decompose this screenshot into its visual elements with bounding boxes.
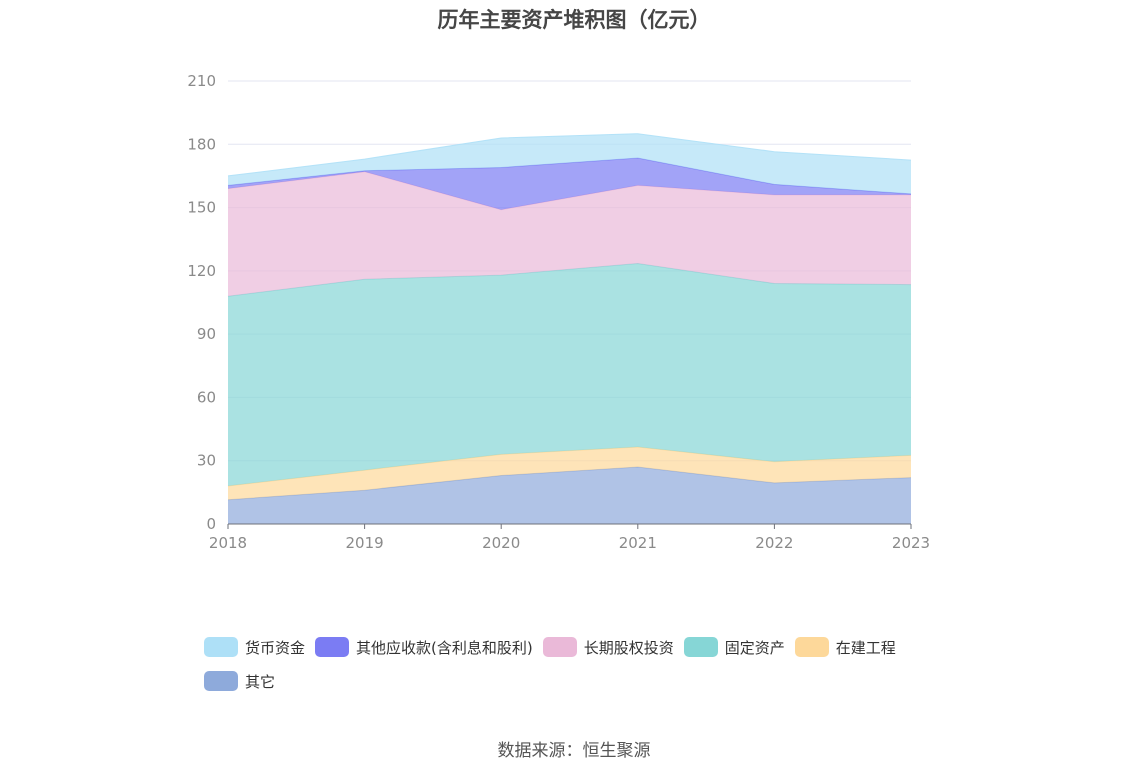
legend-swatch [794, 637, 829, 657]
legend-item[interactable]: 其他应收款(含利息和股利) [315, 636, 533, 658]
y-tick-label: 180 [187, 135, 216, 153]
y-tick-label: 150 [187, 199, 216, 217]
legend-item[interactable]: 其它 [204, 670, 275, 692]
legend-label: 在建工程 [835, 638, 896, 657]
legend-label: 其他应收款(含利息和股利) [356, 638, 533, 657]
area-series-edge-1 [227, 446, 912, 487]
stacked-area-chart: 0 30 60 90 120 150 180 210 2018 2019 2020 2021 2022 2… [187, 72, 930, 552]
y-tick-label: 120 [187, 262, 216, 280]
legend-item[interactable]: 货币资金 [204, 636, 305, 658]
x-tick-label: 2019 [346, 534, 384, 552]
area-series-edge-5 [227, 133, 912, 177]
y-tick-label: 0 [206, 515, 216, 533]
y-tick-label: 90 [197, 325, 216, 343]
chart-legend: 货币资金 其他应收款(含利息和股利) 长期股权投资 固定资产 在建工程其它 [204, 636, 964, 704]
area-series-5 [228, 133, 911, 194]
chart-title: 历年主要资产堆积图（亿元） [437, 8, 711, 32]
y-tick-label: 60 [197, 388, 216, 406]
area-series-1 [228, 447, 911, 500]
area-series-2 [228, 263, 911, 486]
y-tick-label: 30 [197, 452, 216, 470]
area-series-4 [228, 158, 911, 210]
area-series-0 [228, 467, 911, 524]
legend-label: 货币资金 [245, 638, 306, 657]
legend-item[interactable]: 在建工程 [794, 636, 896, 658]
legend-swatch [542, 637, 577, 657]
legend-swatch [315, 637, 350, 657]
legend-item[interactable]: 固定资产 [683, 636, 785, 658]
legend-swatch [683, 637, 718, 657]
legend-label: 其它 [245, 672, 276, 691]
legend-label: 长期股权投资 [583, 638, 674, 657]
data-source-note: 数据来源：恒生聚源 [497, 741, 651, 761]
area-series-3 [228, 171, 911, 297]
legend-swatch [204, 637, 238, 657]
x-tick-label: 2020 [482, 534, 520, 552]
x-tick-label: 2023 [892, 534, 930, 552]
legend-item[interactable]: 长期股权投资 [542, 636, 674, 658]
x-tick-label: 2021 [619, 534, 657, 552]
legend-swatch [204, 671, 238, 691]
legend-label: 固定资产 [724, 638, 785, 657]
x-tick-label: 2018 [209, 534, 247, 552]
y-tick-label: 210 [187, 72, 216, 90]
x-tick-label: 2022 [755, 534, 793, 552]
